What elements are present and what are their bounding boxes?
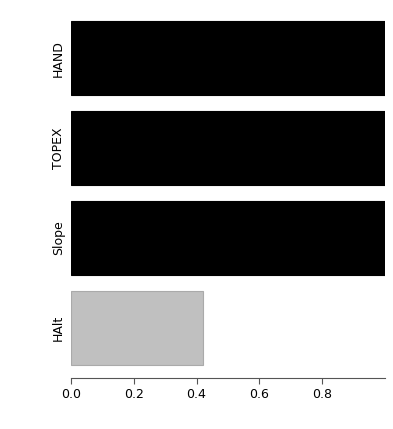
Bar <box>71 291 203 365</box>
Bar <box>71 201 385 275</box>
Bar <box>71 111 385 185</box>
Bar <box>71 21 385 95</box>
